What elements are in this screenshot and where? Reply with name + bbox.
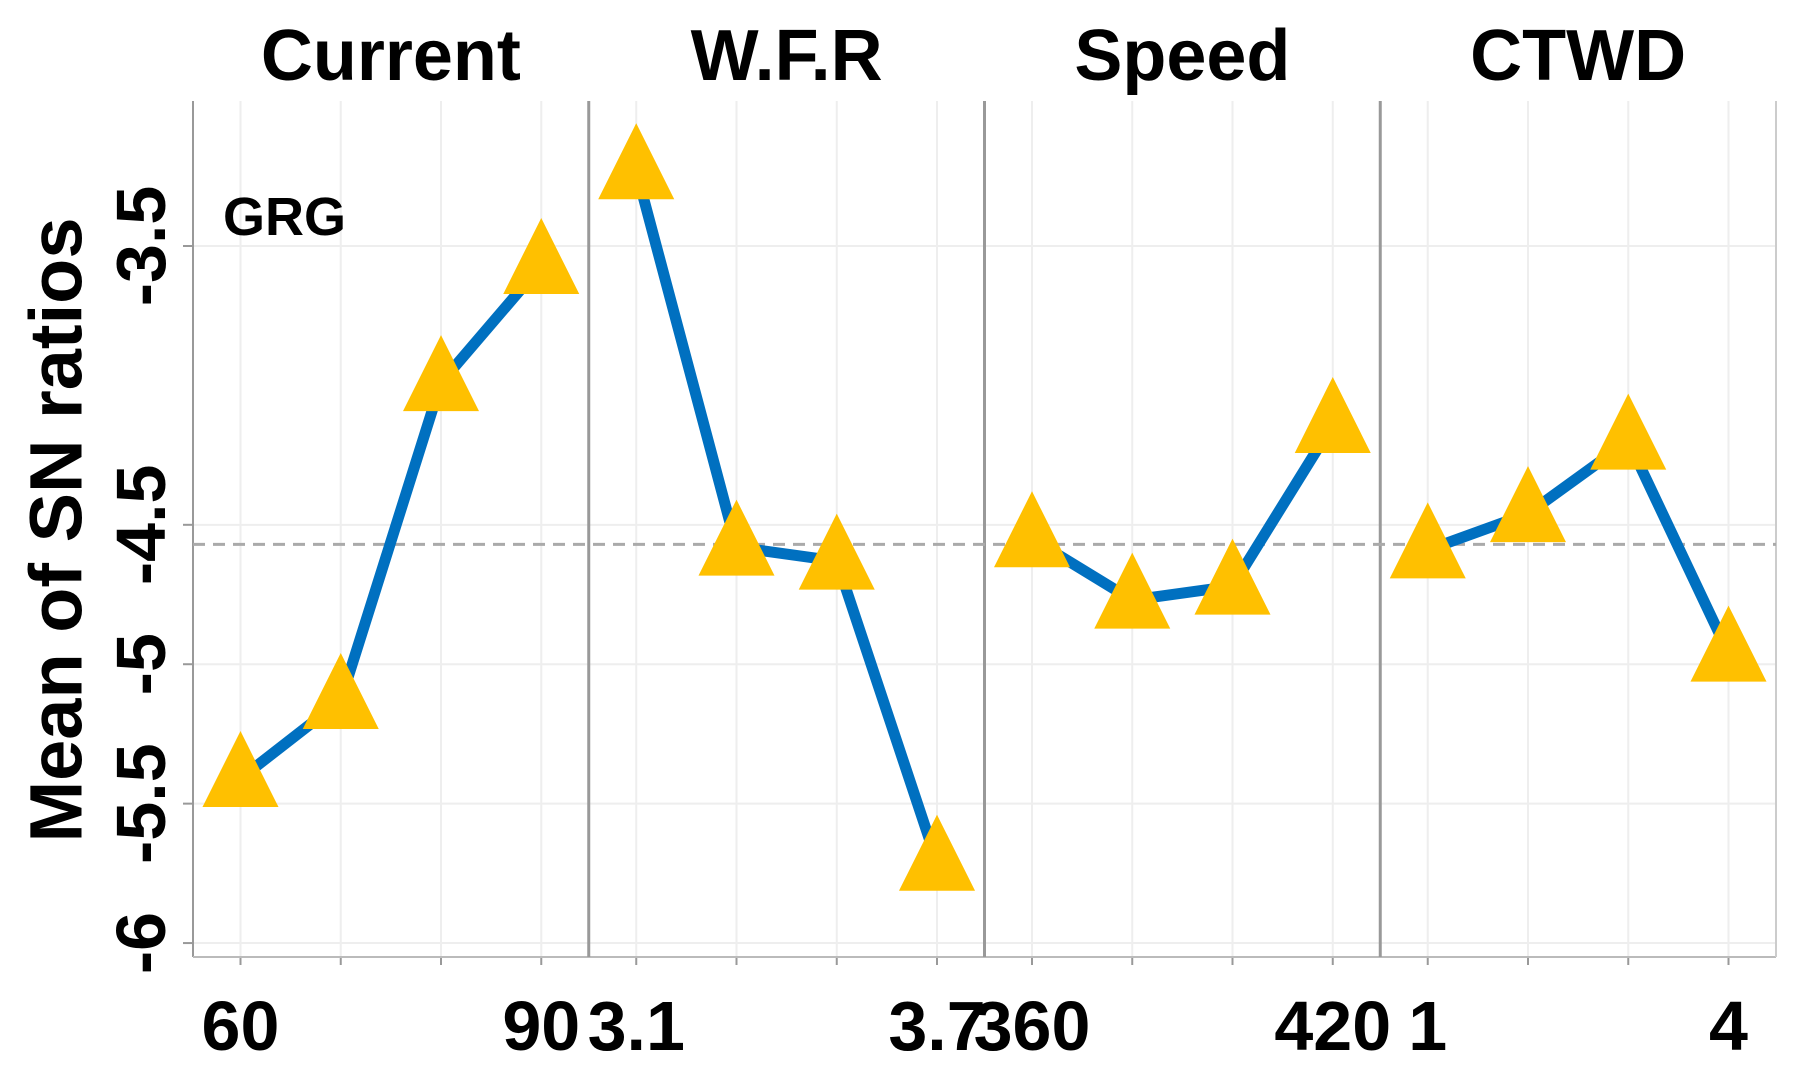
series-line	[630, 169, 943, 864]
x-tick-label: 360	[974, 987, 1091, 1065]
y-tick-label: -6	[102, 912, 180, 974]
panel-title: Speed	[1074, 16, 1290, 96]
y-tick-label: -5	[102, 633, 180, 695]
marker	[1294, 376, 1371, 453]
y-tick-label: -5.5	[102, 743, 180, 864]
x-tick-label: 60	[202, 987, 280, 1065]
marker	[1094, 552, 1171, 629]
y-axis-label: Mean of SN ratios	[15, 218, 98, 843]
marker	[403, 335, 480, 412]
x-tick-label: 1	[1408, 987, 1447, 1065]
series-line	[237, 261, 546, 783]
x-tick-label: 4	[1709, 987, 1748, 1065]
x-tick-label: 420	[1274, 987, 1391, 1065]
panel-title: CTWD	[1470, 16, 1686, 96]
panel-title: W.F.R	[691, 16, 883, 96]
x-tick-label: 3.1	[588, 987, 685, 1065]
y-tick-label: -4.5	[102, 465, 180, 586]
series-line	[1425, 435, 1734, 656]
marker	[302, 652, 379, 729]
marker	[798, 513, 875, 590]
marker	[899, 814, 976, 891]
series-line	[1029, 421, 1338, 606]
y-tick-label: -3.5	[102, 186, 180, 307]
marker	[1489, 466, 1566, 543]
x-tick-label: 3.7	[888, 987, 985, 1065]
annotation: GRG	[223, 187, 346, 247]
marker	[1590, 393, 1667, 470]
marker	[1389, 502, 1466, 579]
panel-title: Current	[261, 16, 521, 96]
x-tick-label: 90	[502, 987, 580, 1065]
marker	[698, 499, 775, 576]
marker	[598, 123, 675, 200]
marker	[1690, 605, 1767, 682]
marker	[993, 491, 1070, 568]
marker	[202, 731, 279, 808]
marker	[503, 218, 580, 295]
marker	[1194, 538, 1271, 615]
